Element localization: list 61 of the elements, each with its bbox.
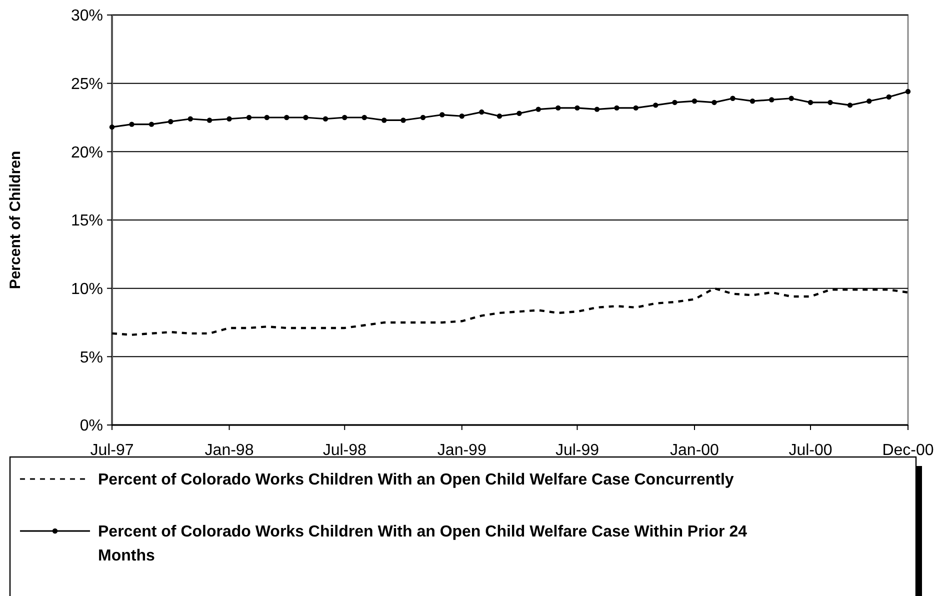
point: [886, 94, 892, 100]
point: [828, 100, 833, 106]
point: [847, 102, 853, 108]
point: [206, 118, 212, 123]
point: [459, 114, 464, 119]
point: [769, 97, 774, 102]
point: [808, 100, 814, 106]
x-tick-label: Jan-99: [437, 442, 486, 459]
y-tick-label: 10%: [70, 280, 103, 298]
y-axis-title: Percent of Children: [7, 150, 24, 290]
x-tick-label: Jul-98: [322, 442, 367, 459]
point: [322, 116, 328, 122]
point: [400, 118, 406, 123]
x-tick-label: Jul-97: [90, 442, 134, 459]
point: [905, 88, 911, 94]
line-series: [110, 287, 910, 336]
point: [692, 98, 698, 104]
point: [168, 119, 174, 124]
point: [420, 114, 426, 120]
point: [866, 98, 872, 104]
point: [614, 105, 620, 111]
x-tick-label: Jan-00: [670, 442, 720, 459]
y-tick-label: 15%: [70, 212, 103, 230]
point: [730, 96, 736, 101]
point: [516, 110, 522, 116]
point: [148, 122, 154, 127]
y-tick-label: 5%: [80, 349, 103, 366]
point: [264, 114, 270, 120]
legend-label: Percent of Colorado Works Children With an Open Child Welfare Case Within Prior 24 Months: [98, 524, 748, 565]
point: [109, 124, 115, 130]
point: [440, 112, 445, 118]
point: [129, 122, 134, 127]
x-tick-label: Jul-00: [788, 442, 832, 459]
y-tick-label: 30%: [70, 8, 103, 25]
point: [536, 106, 541, 112]
point: [382, 118, 387, 123]
y-tick-label: 25%: [70, 76, 103, 93]
point: [672, 100, 678, 106]
point: [653, 102, 658, 108]
point: [556, 105, 561, 111]
point: [479, 109, 484, 115]
point: [594, 106, 600, 112]
point: [574, 105, 580, 111]
point: [188, 116, 193, 122]
point: [342, 114, 348, 120]
x-tick-label: Jul-99: [555, 442, 600, 459]
point: [246, 114, 252, 120]
y-tick-label: 20%: [70, 144, 103, 162]
x-tick-label: Jan-98: [204, 442, 254, 459]
y-tick-label: 0%: [80, 418, 103, 435]
point: [750, 98, 756, 104]
point: [788, 96, 794, 101]
x-tick-label: Dec-00: [882, 442, 934, 459]
point: [226, 116, 232, 122]
legend-label: Percent of Colorado Works Children With an Open Child Welfare Case Concurrently: [98, 472, 734, 489]
point: [712, 100, 717, 106]
point: [284, 114, 290, 120]
point: [633, 105, 638, 111]
point: [496, 114, 502, 119]
point: [303, 114, 308, 120]
point: [362, 114, 367, 120]
